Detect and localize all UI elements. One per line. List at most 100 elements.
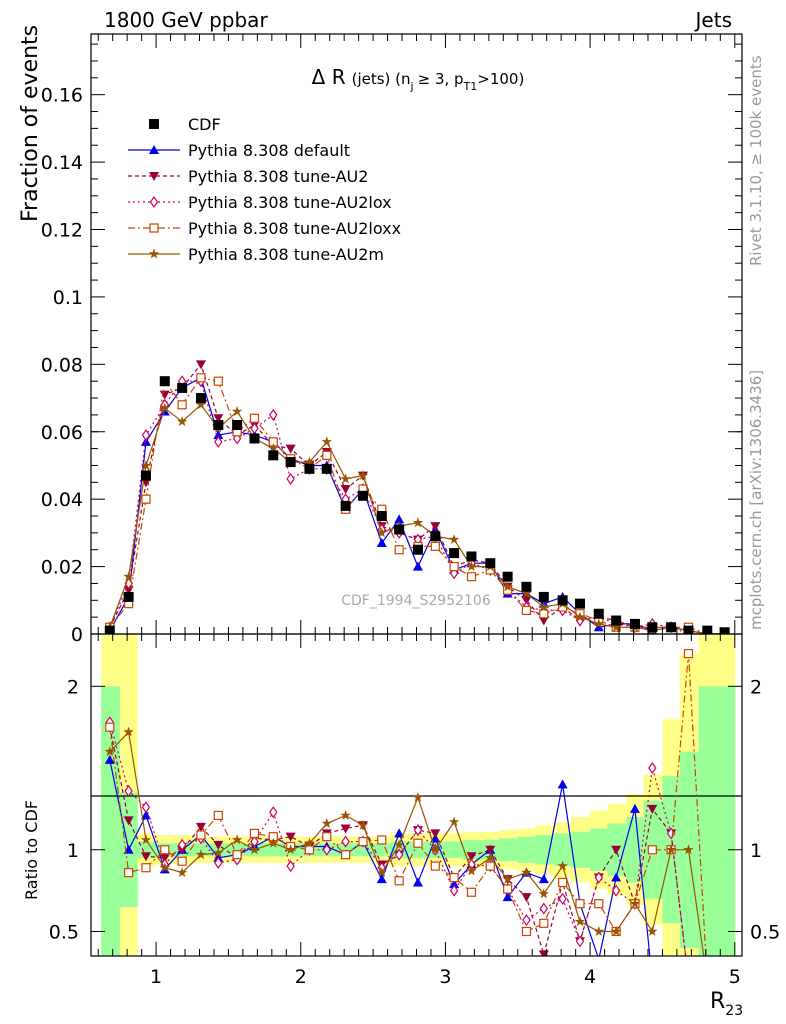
point-cdf-4 <box>177 382 188 393</box>
ratio-point-au2m-12 <box>321 818 332 829</box>
point-cdf-10 <box>285 457 296 468</box>
ratio-point-au2m-25 <box>557 860 568 871</box>
main-ytick-label-1: 0.02 <box>41 557 83 579</box>
header-left: 1800 GeV ppbar <box>104 8 268 32</box>
ratio-point-au2loxx-21 <box>485 861 495 871</box>
point-au2m-13 <box>340 473 351 484</box>
ratio-point-au2-20 <box>466 852 477 862</box>
band-green-22 <box>498 838 519 862</box>
legend-label-default: Pythia 8.308 default <box>188 141 350 160</box>
ratio-point-default-17 <box>412 877 423 887</box>
ratio-point-au2-13 <box>340 824 351 834</box>
point-au2-18 <box>430 522 441 532</box>
ratio-point-au2lox-1 <box>124 784 133 797</box>
ratio-point-au2-10 <box>285 832 296 842</box>
ratio-point-au2lox-25 <box>558 892 567 905</box>
point-au2loxx-20 <box>466 572 477 582</box>
point-cdf-15 <box>376 511 387 522</box>
ratio-point-default-2 <box>140 810 151 820</box>
band-green-34 <box>715 686 736 956</box>
ratio-point-au2m-13 <box>340 809 351 820</box>
band-green-33 <box>698 686 717 956</box>
point-au2loxx-18 <box>430 541 440 551</box>
point-cdf-21 <box>485 558 496 569</box>
band-green-20 <box>462 839 483 860</box>
point-au2m-28 <box>610 621 622 632</box>
ratio-point-au2lox-4 <box>177 838 187 851</box>
ratio-point-default-16 <box>394 828 405 838</box>
ratio-series-au2loxx <box>105 649 707 956</box>
ratio-point-au2loxx-8 <box>249 828 260 839</box>
point-default-17 <box>412 561 423 571</box>
point-cdf-11 <box>304 463 315 474</box>
point-cdf-28 <box>611 615 622 626</box>
legend-item-default: Pythia 8.308 default <box>128 141 350 160</box>
ratio-point-au2m-6 <box>213 847 224 858</box>
main-ytick-label-8: 0.16 <box>41 85 83 107</box>
legend-marker-au2m <box>148 248 160 259</box>
mcplots-label: mcplots.cern.ch [arXiv:1306.3436] <box>747 370 765 630</box>
ratio-point-default-0 <box>104 754 115 764</box>
ratio-point-au2m-1 <box>123 726 134 737</box>
ratio-point-au2m-9 <box>268 837 279 848</box>
band-green-15 <box>373 843 391 857</box>
point-cdf-0 <box>104 625 115 634</box>
point-cdf-13 <box>340 500 351 511</box>
ratio-point-default-15 <box>376 874 387 884</box>
legend-marker-cdf <box>149 119 159 129</box>
ratio-point-au2m-15 <box>376 867 387 878</box>
plot-title: Δ R (jets) (nj ≥ 3, pT1>100) <box>312 65 525 93</box>
ratio-xtick-label-4: 5 <box>729 966 741 988</box>
point-cdf-22 <box>502 571 513 582</box>
legend-marker-au2loxx <box>149 223 159 233</box>
ratio-point-au2-2 <box>140 852 151 862</box>
ratio-point-au2loxx-32 <box>683 649 694 659</box>
point-au2loxx-24 <box>539 609 549 619</box>
point-au2m-9 <box>268 443 279 454</box>
point-cdf-9 <box>268 450 279 461</box>
ratio-point-au2m-11 <box>304 837 315 848</box>
y-axis-label-ratio: Ratio to CDF <box>22 800 41 900</box>
legend-label-au2m: Pythia 8.308 tune-AU2m <box>188 245 384 264</box>
legend-item-au2loxx: Pythia 8.308 tune-AU2loxx <box>128 219 401 238</box>
band-green-16 <box>390 841 410 858</box>
point-default-6 <box>213 430 224 440</box>
ratio-ytick-label-left-2: 2 <box>67 676 79 698</box>
point-au2m-26 <box>574 611 586 622</box>
ratio-point-au2lox-23 <box>522 913 531 927</box>
ratio-point-au2-5 <box>195 822 206 832</box>
band-green-23 <box>517 836 536 863</box>
ratio-point-au2m-27 <box>593 926 604 936</box>
ratio-point-au2-21 <box>485 845 496 855</box>
main-ytick-label-3: 0.06 <box>41 422 83 444</box>
ratio-point-au2loxx-3 <box>160 845 170 855</box>
point-au2loxx-19 <box>449 561 459 572</box>
point-cdf-7 <box>232 420 243 431</box>
ratio-point-au2-24 <box>538 950 549 956</box>
ratio-point-au2-1 <box>123 816 134 826</box>
legend-label-cdf: CDF <box>188 115 221 134</box>
legend-marker-au2 <box>149 172 159 181</box>
ratio-point-au2loxx-26 <box>575 899 585 909</box>
band-green-19 <box>445 841 464 858</box>
ratio-point-au2m-10 <box>285 844 296 855</box>
ratio-point-au2loxx-20 <box>466 887 477 897</box>
ratio-point-au2m-24 <box>538 888 549 899</box>
point-cdf-34 <box>719 627 730 634</box>
point-cdf-31 <box>666 622 677 633</box>
ratio-point-au2-28 <box>611 845 622 855</box>
point-cdf-12 <box>321 463 332 474</box>
ratio-point-au2m-29 <box>629 898 641 909</box>
ratio-point-au2m-17 <box>412 792 424 802</box>
point-cdf-20 <box>466 551 477 562</box>
ratio-point-au2loxx-12 <box>322 832 332 842</box>
ratio-point-au2lox-13 <box>341 835 350 848</box>
point-cdf-18 <box>430 531 441 542</box>
point-cdf-26 <box>574 598 585 609</box>
ratio-point-au2m-3 <box>159 862 170 873</box>
point-cdf-23 <box>521 581 532 592</box>
ratio-point-au2m-20 <box>466 865 477 876</box>
point-au2loxx-8 <box>249 413 260 423</box>
ratio-point-au2loxx-30 <box>647 845 657 855</box>
point-cdf-3 <box>159 376 170 387</box>
